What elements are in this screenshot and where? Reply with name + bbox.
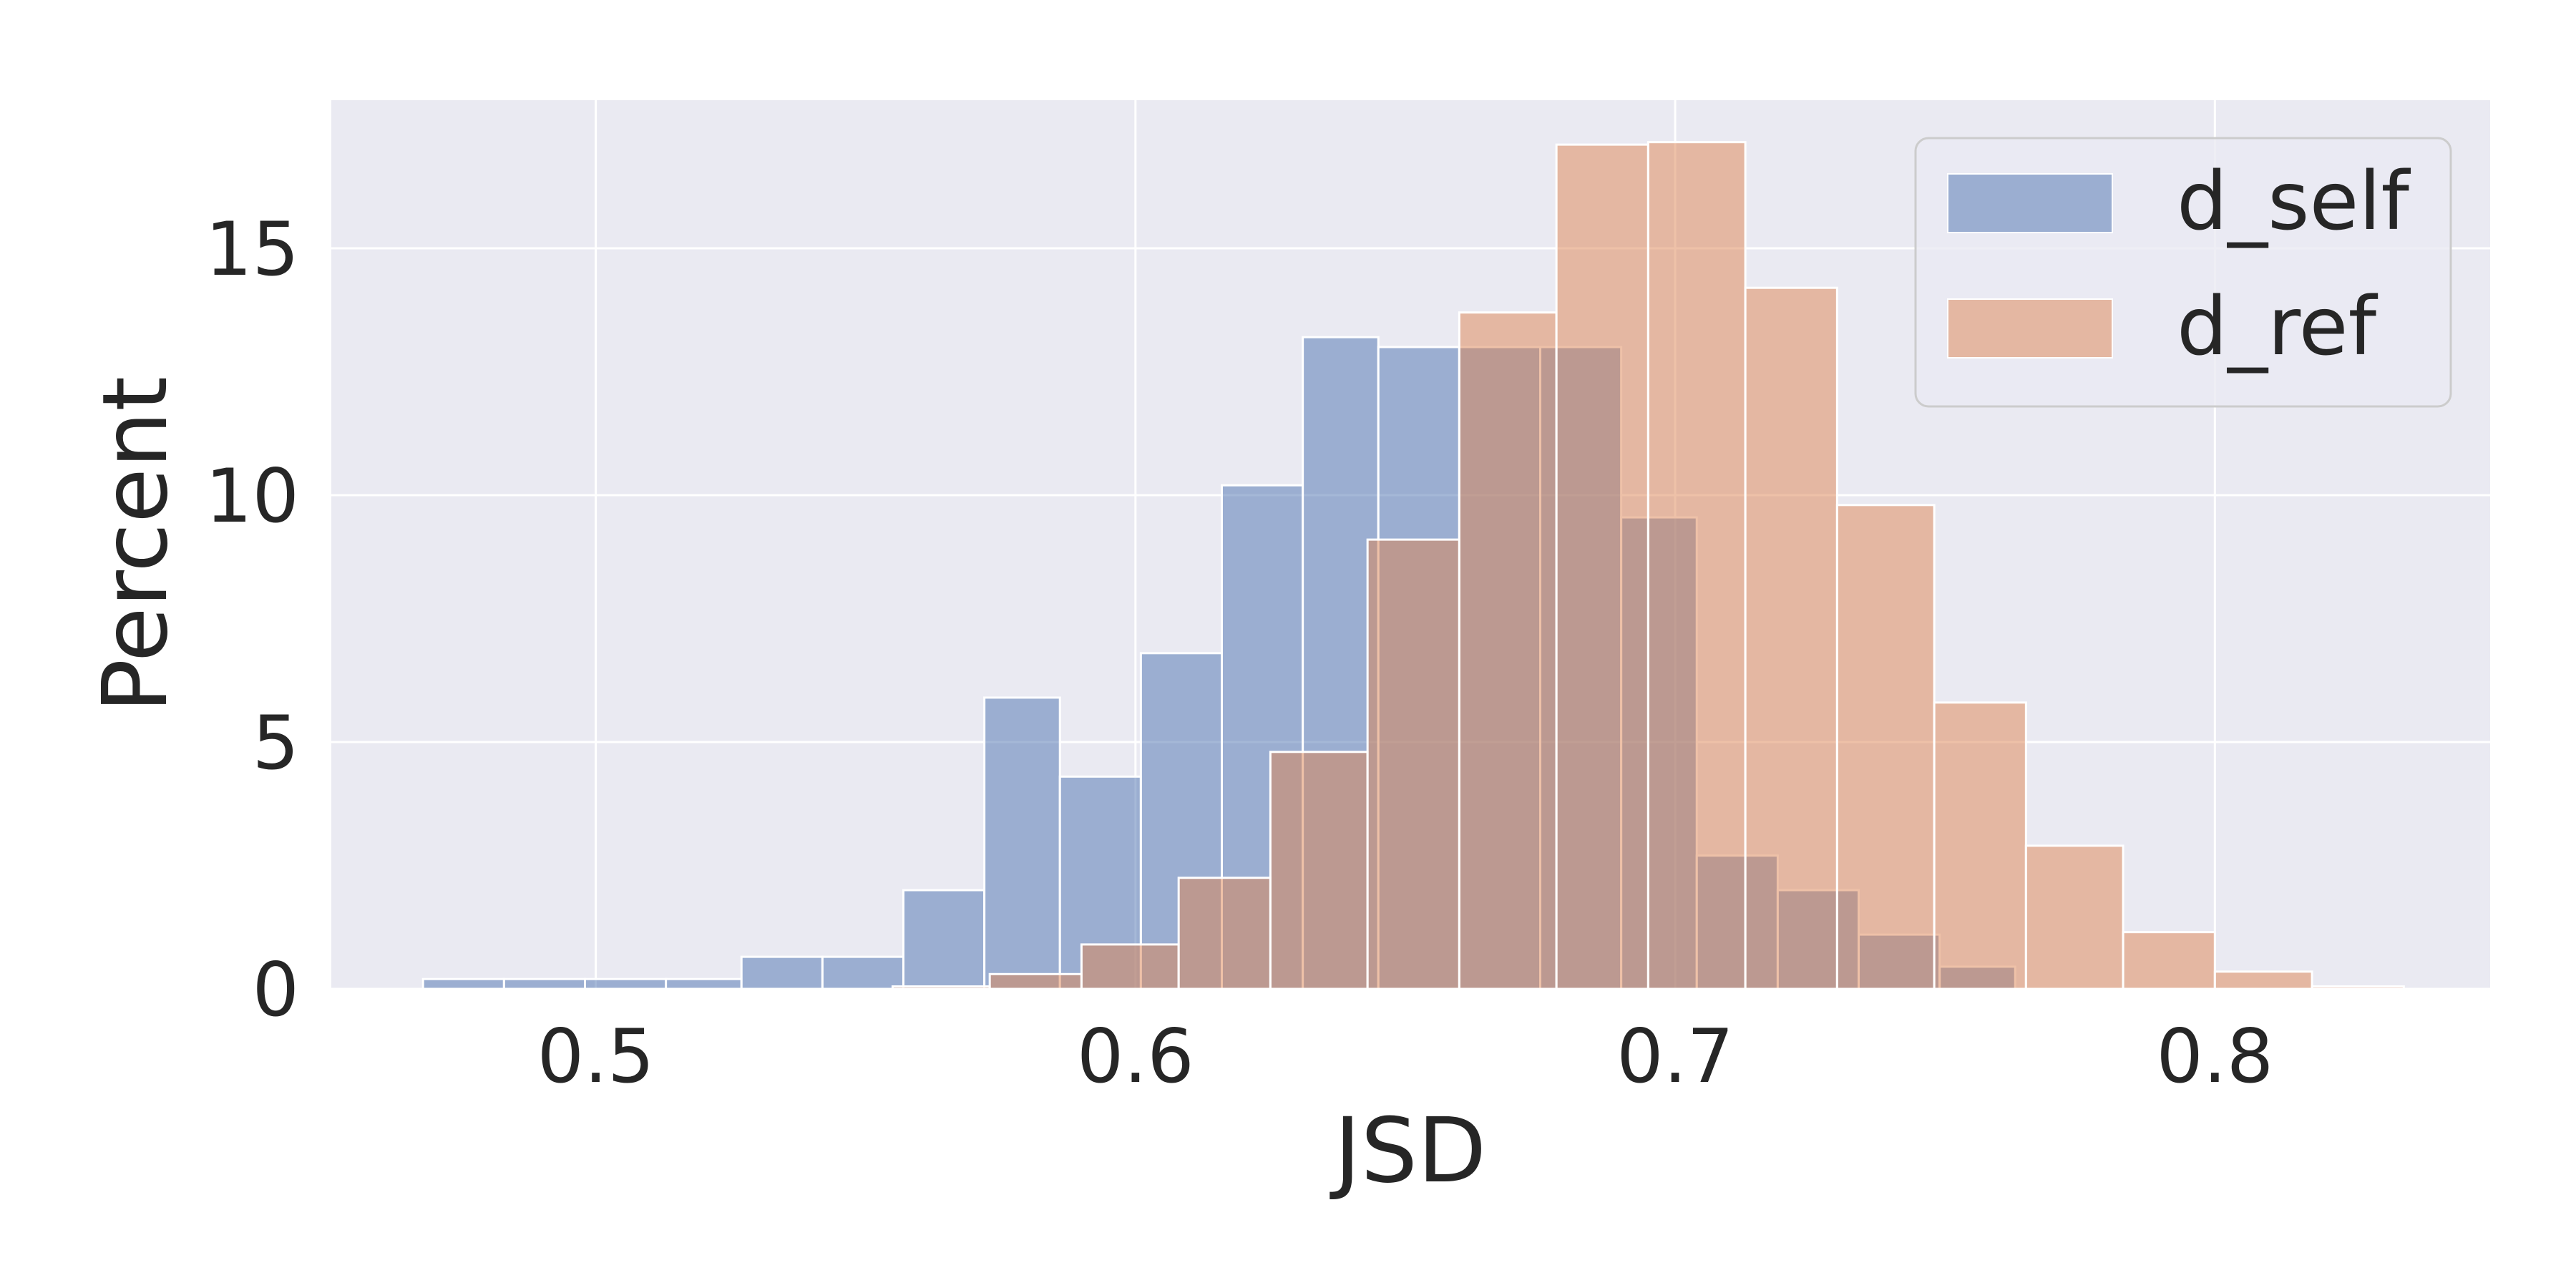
histogram-bar-d-ref [2213,970,2313,990]
histogram-bar-d-ref [2122,931,2216,990]
histogram-bar-d-ref [1080,943,1180,990]
histogram-bar-d-ref [988,972,1083,990]
y-axis-label: Percent [84,376,187,713]
legend: d_self d_ref [1914,137,2452,408]
histogram-bar-d-ref [1646,141,1747,990]
y-tick-label: 15 [205,207,299,293]
histogram-bar-d-ref [1555,143,1649,990]
legend-label-d-self: d_self [2177,155,2411,248]
histogram-bar-d-ref [1177,877,1272,990]
histogram-bar-d-ref [1933,701,2027,990]
x-tick-label: 0.5 [537,1014,655,1100]
d-ref-bars [891,141,2405,990]
histogram-bar-d-self [421,977,505,990]
histogram-bar-d-ref [2311,985,2405,990]
histogram-bar-d-ref [2024,844,2124,990]
legend-swatch-d-ref [1947,298,2113,358]
legend-swatch-d-self [1947,173,2113,233]
histogram-bar-d-ref [1366,538,1460,990]
histogram-bar-d-self [740,955,824,990]
legend-label-d-ref: d_ref [2177,280,2379,374]
y-tick-label: 10 [205,454,299,540]
x-axis-label: JSD [1330,1099,1486,1203]
histogram-bar-d-self [665,977,743,990]
y-tick-labels: 0 5 10 15 [205,207,299,1033]
histogram-bar-d-self [821,955,905,990]
y-tick-label: 5 [252,701,299,786]
x-tick-label: 0.7 [1616,1014,1734,1100]
histogram-bar-d-ref [1835,504,1936,990]
histogram-bar-d-ref [1458,311,1558,990]
histogram-bar-d-self [583,977,668,990]
x-tick-labels: 0.5 0.6 0.7 0.8 [537,1014,2274,1100]
histogram-bar-d-ref [891,985,991,990]
x-tick-label: 0.6 [1077,1014,1194,1100]
histogram-bar-d-ref [1744,286,1838,990]
x-tick-label: 0.8 [2156,1014,2273,1100]
y-tick-label: 0 [252,947,299,1033]
histogram-bar-d-self [983,696,1061,990]
histogram-bar-d-self [902,889,986,990]
histogram-bar-d-self [502,977,586,990]
histogram-bar-d-ref [1269,751,1369,990]
